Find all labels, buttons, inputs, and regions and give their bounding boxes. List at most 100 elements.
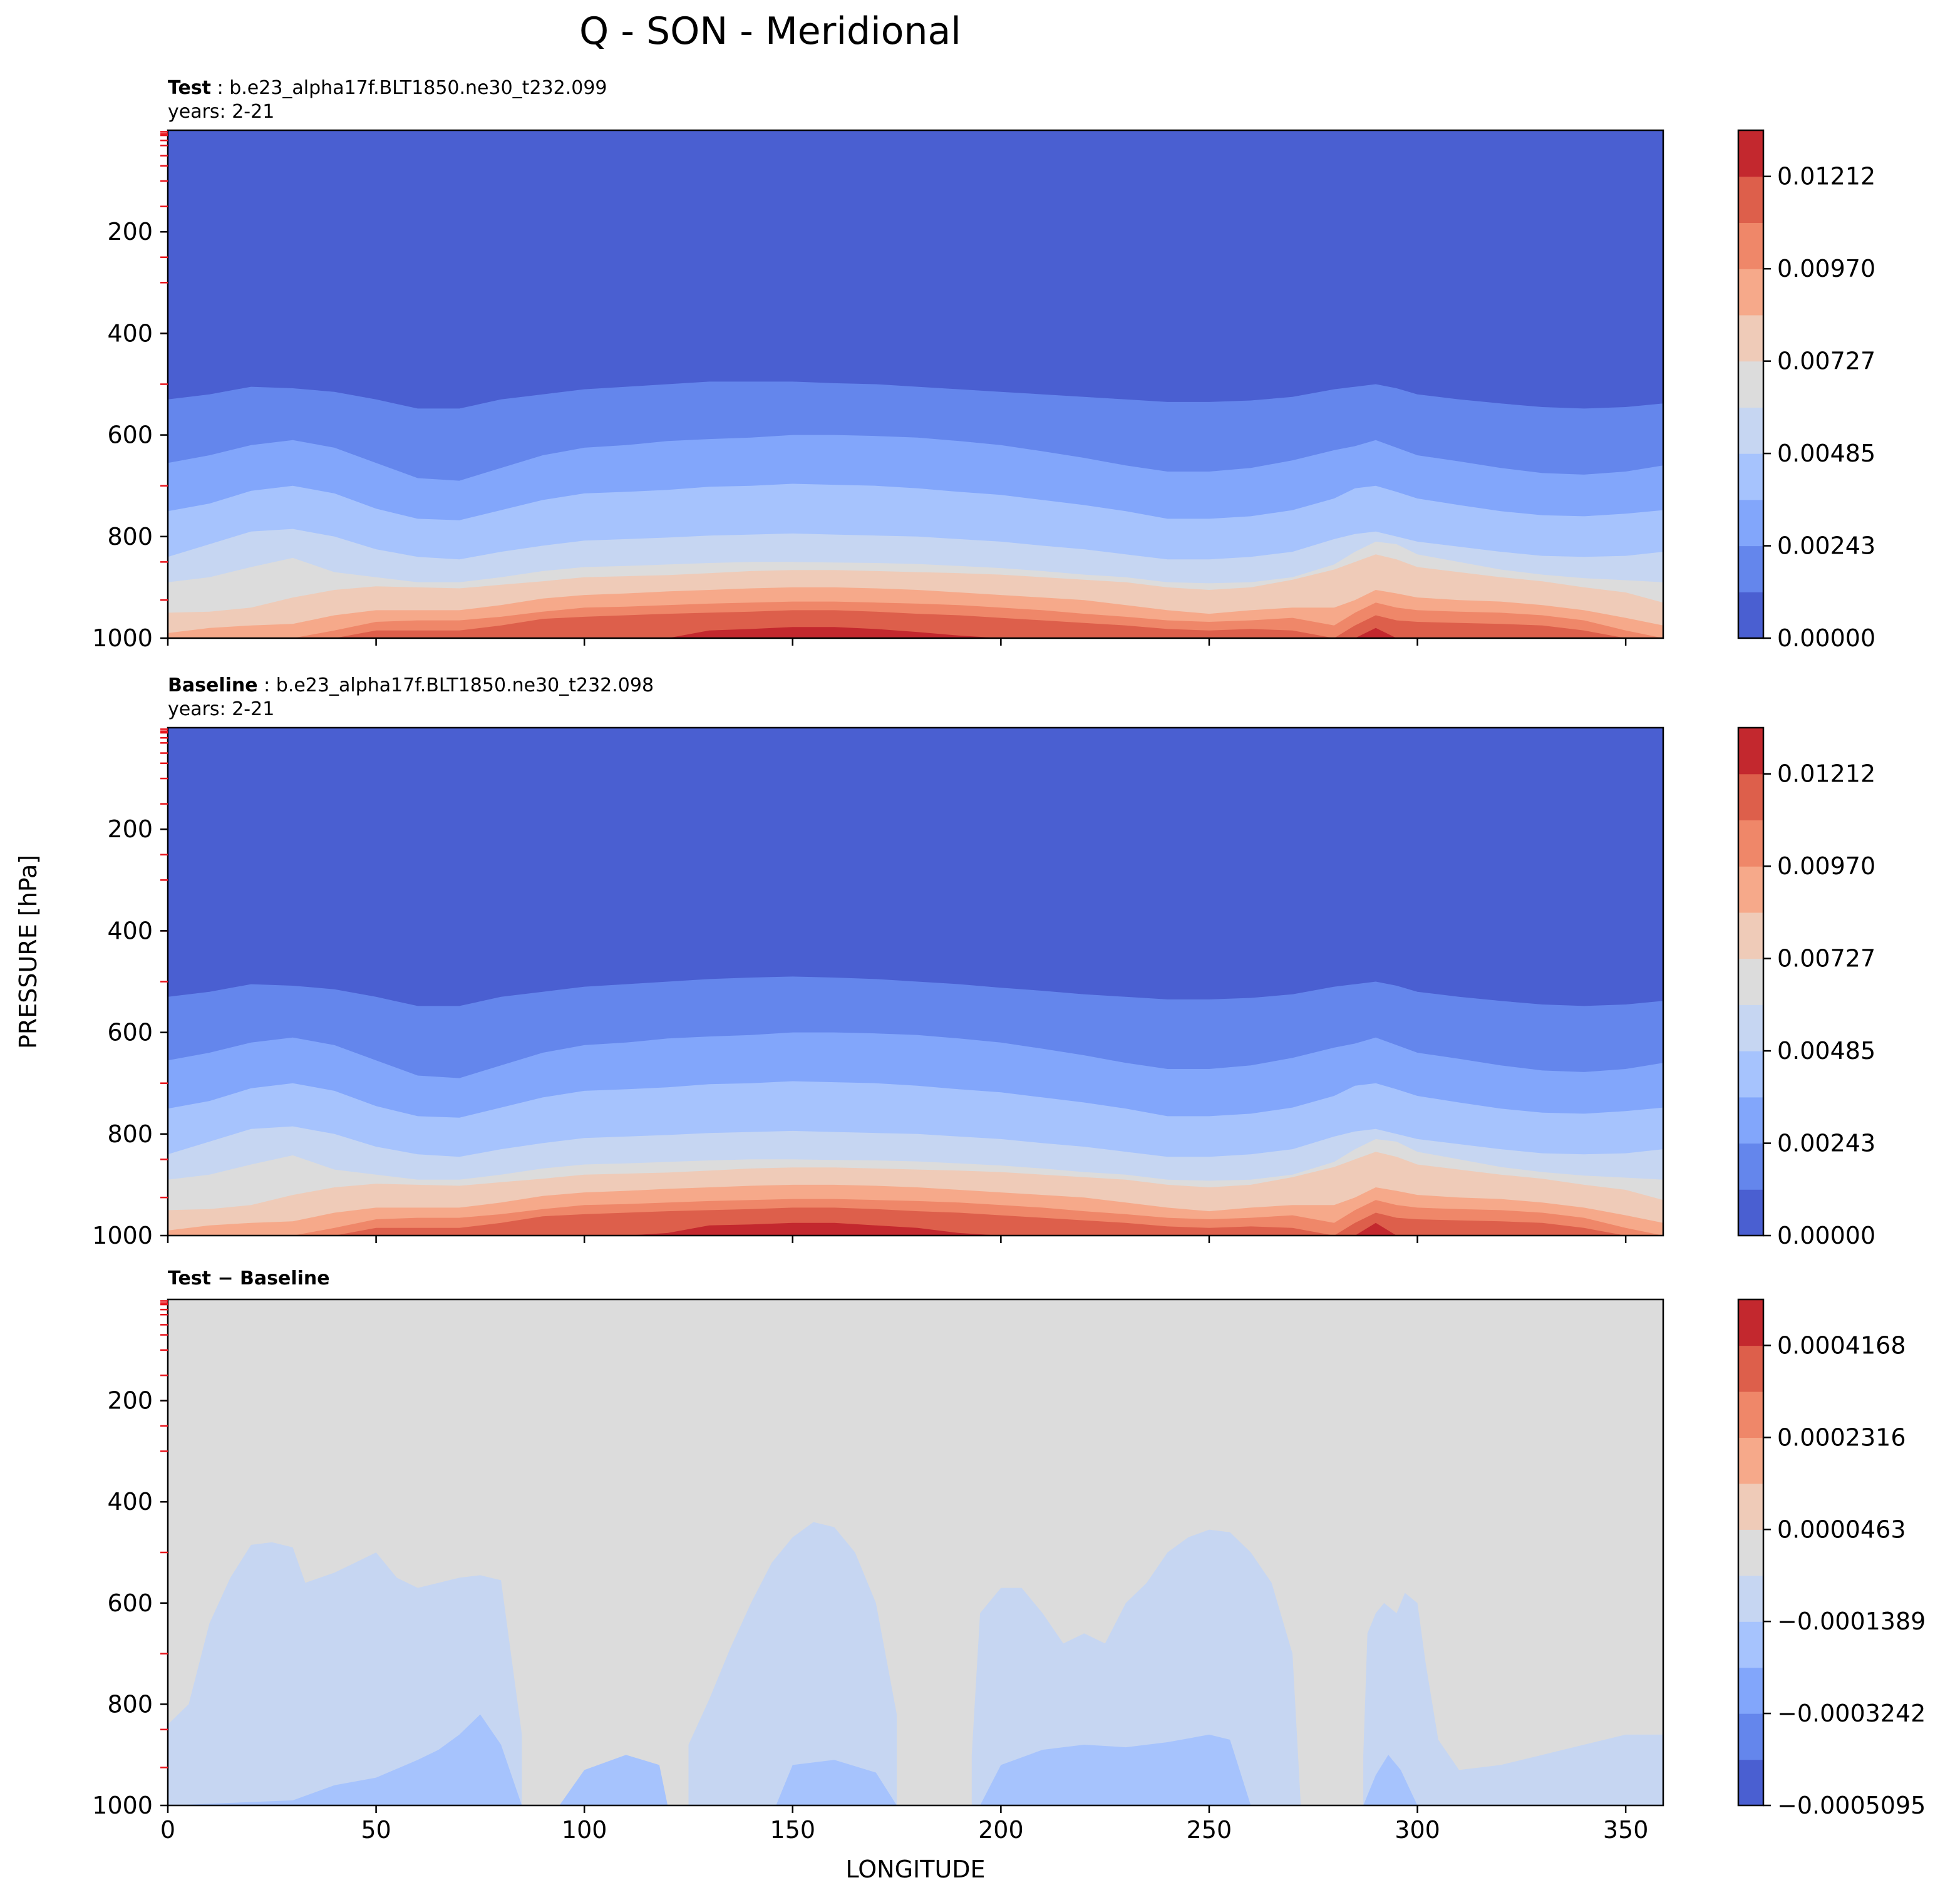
contour-band — [168, 610, 1663, 638]
colorbar-segment — [1738, 1299, 1763, 1346]
colorbar-frame — [1737, 726, 1765, 1237]
colorbar-segment — [1738, 222, 1763, 269]
x-tick-label: 50 — [361, 1816, 391, 1844]
colorbar-tick-label: 0.01212 — [1777, 163, 1875, 190]
y-tick-label: 600 — [107, 1589, 153, 1617]
colorbar-segment — [1738, 728, 1763, 775]
colorbar-segment — [1738, 866, 1763, 913]
colorbar-tick-label: −0.0005095 — [1777, 1792, 1926, 1819]
x-tick-label: 100 — [562, 1816, 607, 1844]
y-tick-label: 800 — [107, 523, 153, 550]
y-tick-label: 200 — [107, 1387, 153, 1415]
plot-area — [168, 728, 1663, 1236]
colorbar-tick-label: 0.00000 — [1777, 624, 1875, 652]
y-axis-label: PRESSURE [hPa] — [14, 855, 42, 1049]
panel-title-rest: : b.e23_alpha17f.BLT1850.ne30_t232.098 — [258, 674, 654, 696]
colorbar-segment — [1738, 130, 1763, 177]
panel-title: Test : b.e23_alpha17f.BLT1850.ne30_t232.… — [168, 77, 607, 99]
colorbar-tick-label: 0.00727 — [1777, 348, 1875, 375]
colorbar-segment — [1738, 314, 1763, 362]
colorbar-segment — [1738, 820, 1763, 867]
colorbar-tick-label: 0.00485 — [1777, 1037, 1875, 1065]
contour-band — [168, 1714, 522, 1805]
colorbar-frame — [1737, 1298, 1765, 1807]
panel-subtitle: years: 2-21 — [168, 698, 274, 720]
colorbar-segment — [1738, 1759, 1763, 1806]
y-tick-label: 400 — [107, 917, 153, 944]
colorbar-tick-label: 0.00243 — [1777, 1130, 1875, 1157]
colorbar-segment — [1738, 499, 1763, 547]
contour-band — [559, 1755, 668, 1805]
x-axis-label: LONGITUDE — [845, 1856, 985, 1883]
colorbar-segment — [1738, 1189, 1763, 1236]
plot-area — [168, 1299, 1663, 1805]
y-tick-label: 800 — [107, 1690, 153, 1718]
x-tick-label: 200 — [978, 1816, 1024, 1844]
colorbar-tick-label: −0.0001389 — [1777, 1608, 1926, 1635]
y-tick-label: 1000 — [92, 1222, 153, 1249]
colorbar-segment — [1738, 912, 1763, 959]
colorbar-tick-label: 0.01212 — [1777, 760, 1875, 788]
x-tick-label: 0 — [160, 1816, 175, 1844]
contour-band — [688, 1522, 897, 1805]
y-tick-label: 400 — [107, 319, 153, 347]
colorbar-tick-label: −0.0003242 — [1777, 1700, 1926, 1727]
colorbar-segment — [1738, 1529, 1763, 1576]
colorbar-tick-label: 0.00243 — [1777, 532, 1875, 560]
contour-band — [168, 1207, 1663, 1236]
colorbar-segment — [1738, 1621, 1763, 1668]
contour-band — [980, 1734, 1251, 1805]
colorbar-segment — [1738, 1097, 1763, 1144]
figure-title: Q - SON - Meridional — [579, 9, 961, 53]
panel-difference: 200 400 600 800 1000 0 50 100 150 200 250 300 350 Tes… — [92, 1268, 1926, 1844]
x-tick-label: 150 — [770, 1816, 816, 1844]
colorbar-tick-label: 0.00727 — [1777, 945, 1875, 973]
contour-band — [776, 1760, 897, 1805]
x-tick-label: 350 — [1603, 1816, 1649, 1844]
colorbar-tick-label: 0.00485 — [1777, 440, 1875, 467]
colorbar-segment — [1738, 545, 1763, 592]
colorbar-segment — [1738, 773, 1763, 820]
contour-band — [971, 1529, 1301, 1805]
panel-test: 200 400 600 800 1000 Test : b.e23_alpha17f.BL… — [92, 77, 1875, 652]
panel-title-bold: Test − Baseline — [168, 1268, 330, 1289]
colorbar-segment — [1738, 269, 1763, 316]
colorbar-segment — [1738, 1143, 1763, 1190]
y-tick-label: 200 — [107, 815, 153, 843]
colorbar-segment — [1738, 1713, 1763, 1760]
panel-subtitle: years: 2-21 — [168, 101, 274, 123]
contour-band — [1363, 1593, 1663, 1805]
panel-baseline: 200 400 600 800 1000 Baseline : b.e23_alpha17… — [92, 674, 1875, 1249]
panel-title-bold: Baseline — [168, 674, 258, 696]
colorbar-segment — [1738, 1667, 1763, 1714]
colorbar-segment — [1738, 1575, 1763, 1622]
colorbar-tick-label: 0.00000 — [1777, 1222, 1875, 1249]
contour-band — [168, 1542, 522, 1805]
colorbar-segment — [1738, 176, 1763, 223]
colorbar-segment — [1738, 1391, 1763, 1438]
colorbar-segment — [1738, 361, 1763, 408]
y-tick-label: 800 — [107, 1120, 153, 1148]
colorbar-segment — [1738, 453, 1763, 500]
colorbar-tick-label: 0.0004168 — [1777, 1331, 1906, 1359]
colorbar-segment — [1738, 1437, 1763, 1484]
contour-band — [168, 627, 1663, 638]
colorbar-tick-label: 0.00970 — [1777, 852, 1875, 880]
y-tick-label: 1000 — [92, 624, 153, 652]
colorbar-tick-label: 0.0000463 — [1777, 1515, 1906, 1543]
x-tick-label: 250 — [1187, 1816, 1232, 1844]
colorbar-segment — [1738, 1483, 1763, 1530]
panel-title: Baseline : b.e23_alpha17f.BLT1850.ne30_t… — [168, 674, 654, 696]
colorbar-segment — [1738, 1345, 1763, 1392]
panel-title: Test − Baseline — [168, 1268, 330, 1289]
y-tick-label: 600 — [107, 1019, 153, 1046]
colorbar-tick-label: 0.00970 — [1777, 255, 1875, 282]
colorbar-tick-label: 0.0002316 — [1777, 1423, 1906, 1451]
colorbar-segment — [1738, 407, 1763, 454]
colorbar-segment — [1738, 1051, 1763, 1098]
colorbar-segment — [1738, 1004, 1763, 1051]
plot-area — [168, 130, 1663, 638]
y-tick-label: 1000 — [92, 1792, 153, 1819]
panel-title-bold: Test — [168, 77, 211, 99]
